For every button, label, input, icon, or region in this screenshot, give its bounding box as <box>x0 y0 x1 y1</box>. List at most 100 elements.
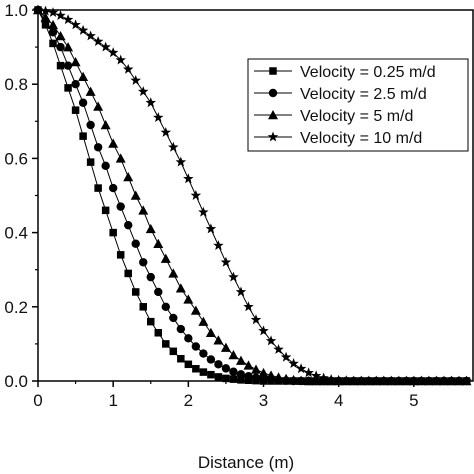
data-point-square <box>94 184 102 192</box>
data-point-star <box>288 358 299 369</box>
data-point-triangle <box>205 327 216 338</box>
data-point-triangle <box>100 120 111 130</box>
y-tick-label: 0.2 <box>4 298 28 317</box>
data-point-star <box>235 286 247 297</box>
data-point-triangle <box>168 268 179 278</box>
data-point-triangle <box>123 171 134 182</box>
data-point-triangle <box>40 12 51 22</box>
legend-entry: Velocity = 10 m/d <box>254 130 422 147</box>
y-tick-label: 0.4 <box>4 224 28 243</box>
data-point-circle <box>154 287 163 297</box>
data-point-triangle <box>220 342 231 352</box>
data-point-star <box>273 343 284 354</box>
data-point-star <box>77 24 89 35</box>
data-point-circle <box>214 360 223 369</box>
data-point-circle <box>221 364 231 373</box>
data-point-star <box>220 256 232 267</box>
data-point-triangle <box>115 153 126 163</box>
data-point-star <box>258 325 269 336</box>
data-point-star <box>145 97 156 108</box>
data-point-triangle <box>85 86 96 96</box>
data-point-circle <box>236 370 246 379</box>
data-point-circle <box>176 324 186 334</box>
data-point-triangle <box>251 364 261 374</box>
data-point-square <box>169 347 178 356</box>
data-point-square <box>147 317 155 326</box>
legend-entry: Velocity = 2.5 m/d <box>254 86 427 103</box>
data-point-circle <box>131 239 140 248</box>
data-point-triangle <box>138 205 149 215</box>
data-point-triangle <box>281 373 292 384</box>
legend-label: Velocity = 2.5 m/d <box>300 86 427 103</box>
data-point-square <box>101 206 110 215</box>
legend-entry: Velocity = 0.25 m/d <box>254 64 436 81</box>
data-point-square <box>162 340 170 348</box>
data-point-circle <box>108 183 118 193</box>
data-point-star <box>205 223 217 234</box>
data-point-square <box>124 269 132 278</box>
data-point-triangle <box>311 376 322 386</box>
data-point-circle <box>191 342 201 351</box>
y-tick-label: 1.0 <box>4 1 28 20</box>
data-point-circle <box>199 349 208 358</box>
data-point-square <box>116 251 125 259</box>
data-point-star <box>107 47 119 58</box>
data-point-circle <box>244 371 253 381</box>
data-point-star <box>310 370 322 381</box>
data-point-square <box>86 158 95 166</box>
x-axis-title: Distance (m) <box>198 453 294 472</box>
data-point-square <box>49 39 57 48</box>
legend-marker-triangle <box>268 110 278 120</box>
data-point-triangle <box>235 355 246 365</box>
x-tick-label: 1 <box>108 391 117 410</box>
legend: Velocity = 0.25 m/d Velocity = 2.5 m/d Vel… <box>247 58 469 152</box>
x-tick-label: 0 <box>33 391 42 410</box>
data-point-star <box>228 271 239 282</box>
data-point-triangle <box>266 370 277 380</box>
data-point-star <box>168 141 179 152</box>
data-point-star <box>213 240 224 251</box>
data-point-triangle <box>243 360 254 370</box>
data-point-triangle <box>55 30 66 41</box>
data-point-square <box>109 228 117 237</box>
data-point-triangle <box>48 19 59 30</box>
legend-marker-star <box>267 131 279 142</box>
data-point-circle <box>78 98 88 107</box>
data-point-circle <box>161 302 170 311</box>
y-axis: 0.0 0.2 0.4 0.6 0.8 1.0 <box>4 1 38 391</box>
data-point-star <box>340 375 352 386</box>
data-point-star <box>378 375 390 386</box>
data-point-square <box>199 368 208 376</box>
data-point-star <box>130 74 141 85</box>
data-point-star <box>85 30 96 41</box>
data-point-square <box>207 370 215 379</box>
data-point-circle <box>116 202 125 211</box>
series-star <box>32 4 472 386</box>
data-point-star <box>243 301 254 312</box>
data-point-square <box>229 375 238 383</box>
data-point-circle <box>229 367 238 376</box>
data-point-star <box>40 5 51 16</box>
data-point-square <box>154 329 163 337</box>
data-point-star <box>122 63 134 74</box>
data-point-star <box>92 36 104 46</box>
legend-entry: Velocity = 5 m/d <box>254 108 413 125</box>
data-point-circle <box>101 161 110 171</box>
data-point-triangle <box>70 56 81 67</box>
data-point-square <box>222 374 230 383</box>
y-tick-label: 0.0 <box>4 372 28 391</box>
data-point-circle <box>169 313 178 323</box>
data-point-triangle <box>303 376 314 386</box>
data-point-square <box>214 373 223 381</box>
data-point-square <box>56 61 65 70</box>
data-point-square <box>79 132 87 140</box>
data-point-star <box>198 206 209 217</box>
data-point-triangle <box>160 253 171 263</box>
data-point-star <box>453 375 465 386</box>
data-point-triangle <box>153 238 164 248</box>
data-point-star <box>183 173 194 184</box>
data-point-star <box>280 351 292 362</box>
data-point-star <box>333 374 344 385</box>
data-point-star <box>62 14 74 25</box>
data-point-star <box>100 41 111 52</box>
